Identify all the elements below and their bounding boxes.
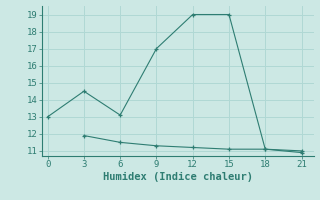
X-axis label: Humidex (Indice chaleur): Humidex (Indice chaleur) (103, 172, 252, 182)
